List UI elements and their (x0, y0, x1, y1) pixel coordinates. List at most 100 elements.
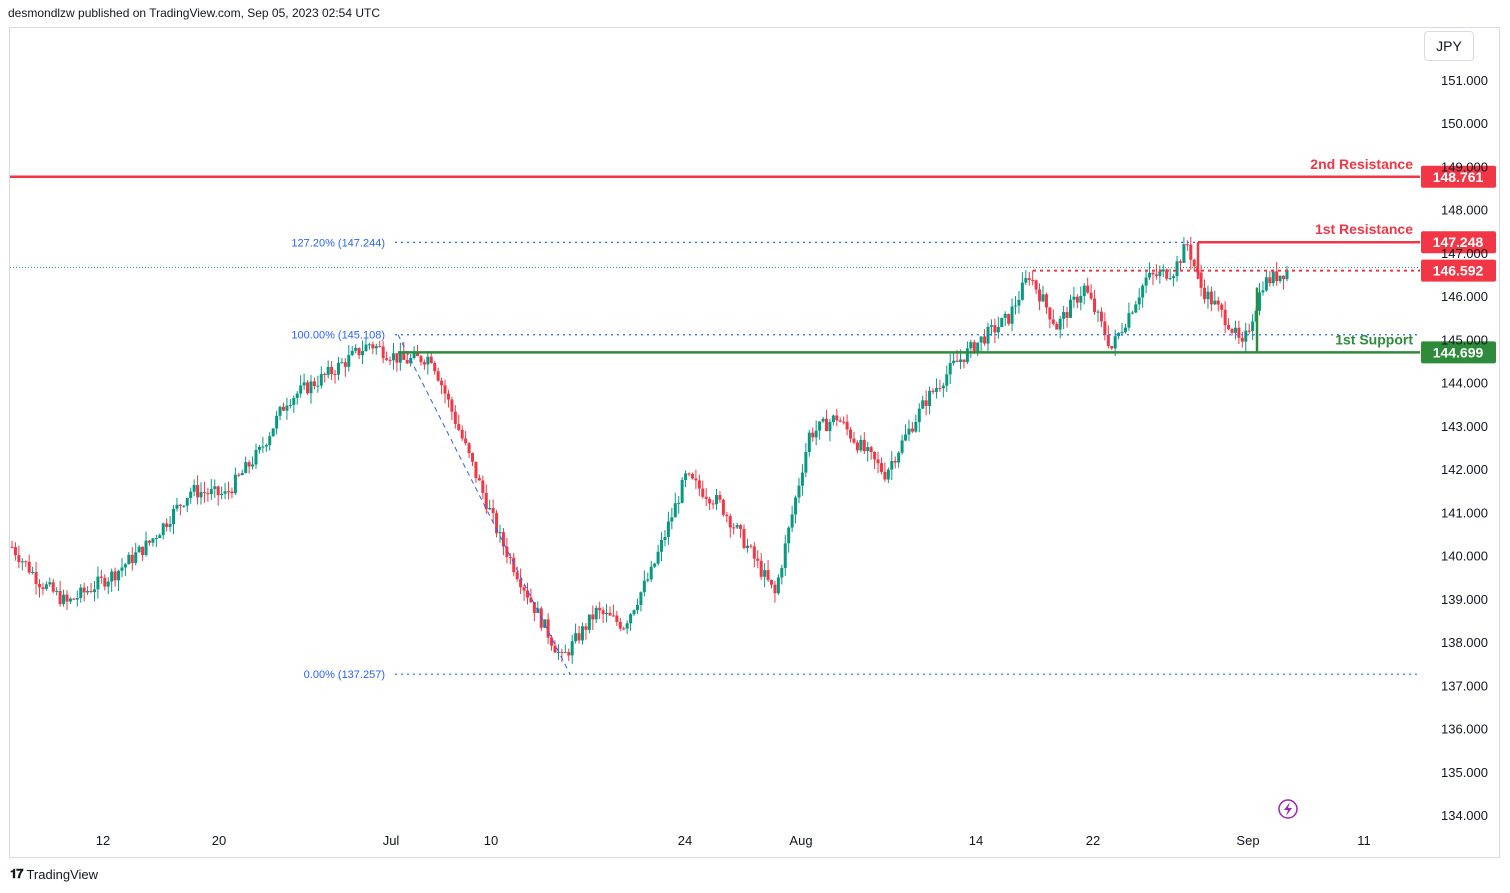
currency-selector[interactable]: JPY (1424, 31, 1474, 61)
candle-body (24, 561, 28, 563)
candle-body (446, 393, 450, 400)
candle-body (354, 347, 358, 351)
candle-body (794, 497, 798, 515)
candle-body (1264, 277, 1268, 291)
candle-body (804, 451, 808, 473)
candle-body (828, 422, 832, 432)
candle-body (1282, 275, 1286, 280)
candle-body (158, 535, 162, 539)
candle-body (484, 492, 488, 510)
candle-body (1065, 312, 1069, 318)
candle-body (257, 446, 261, 450)
candle-body (141, 546, 145, 555)
candle-body (1099, 311, 1103, 322)
candle-body (529, 597, 533, 603)
candle-body (44, 584, 48, 589)
candle-body (364, 344, 368, 352)
candle-body (1223, 309, 1227, 326)
candle-body (842, 421, 846, 423)
price-tick-label: 137.000 (1441, 678, 1488, 693)
candle-body (199, 492, 203, 498)
candle-body (550, 637, 554, 646)
candle-body (1072, 296, 1076, 300)
candle-body (670, 517, 674, 522)
support-resistance-levels: 2nd Resistance 148.761 1st Resistance 147.2… (10, 156, 1496, 364)
candle-body (268, 436, 272, 446)
candle-body (921, 400, 925, 409)
candle-body (543, 619, 547, 628)
candle-body (340, 362, 344, 364)
candle-body (660, 539, 664, 552)
candle-body (732, 527, 736, 529)
candle-body (1134, 304, 1138, 313)
candle-body (635, 604, 639, 611)
candle-body (893, 460, 897, 463)
candle-body (711, 503, 715, 505)
level-name-label: 1st Support (1335, 331, 1413, 347)
candle-body (1062, 312, 1066, 319)
candle-body (941, 385, 945, 389)
candle-body (1020, 282, 1024, 300)
candle-body (1003, 313, 1007, 318)
candle-body (1093, 298, 1097, 312)
candle-body (580, 626, 584, 641)
candle-body (1123, 327, 1127, 333)
candle-body (910, 428, 914, 432)
candle-body (718, 495, 722, 500)
price-tag (1421, 341, 1496, 364)
candle-body (110, 571, 114, 582)
price-tick-label: 146.000 (1441, 289, 1488, 304)
candle-body (663, 537, 667, 540)
candle-body (1172, 276, 1176, 279)
candle-body (474, 461, 478, 479)
candle-body (505, 546, 509, 558)
candle-body (1244, 330, 1248, 342)
tradingview-brand[interactable]: 𝟏𝟕 TradingView (10, 866, 98, 882)
candle-body (598, 607, 602, 611)
candle-body (51, 582, 55, 592)
candle-body (385, 358, 389, 360)
candle-body (656, 551, 660, 564)
candle-body (491, 508, 495, 514)
candle-body (168, 524, 172, 527)
candle-body (41, 587, 45, 589)
candle-body (165, 523, 169, 527)
candle-body (1168, 278, 1172, 280)
candle-body (1220, 304, 1224, 310)
time-tick-label: Aug (789, 833, 812, 848)
candle-body (1216, 300, 1220, 305)
candle-body (615, 615, 619, 622)
time-tick-label: 12 (96, 833, 110, 848)
price-tick-label: 149.000 (1441, 159, 1488, 174)
candle-body (233, 474, 237, 494)
price-tick-label: 147.000 (1441, 246, 1488, 261)
candle-body (1058, 318, 1062, 330)
level-name-label: 1st Resistance (1315, 221, 1413, 237)
candle-body (993, 325, 997, 333)
candle-body (357, 347, 361, 356)
candle-body (560, 651, 564, 653)
candle-body (429, 356, 433, 363)
candle-body (240, 473, 244, 476)
candle-body (883, 471, 887, 480)
candle-body (821, 418, 825, 422)
candle-body (17, 555, 21, 562)
candle-body (481, 480, 485, 493)
candle-body (31, 571, 35, 573)
candle-body (460, 429, 464, 439)
candle-body (402, 351, 406, 360)
candle-body (1237, 327, 1241, 338)
candle-body (1285, 269, 1289, 280)
candle-body (75, 597, 79, 600)
candle-body (79, 587, 83, 598)
time-tick-label: 20 (212, 833, 226, 848)
candle-body (1031, 279, 1035, 281)
candle-body (938, 388, 942, 390)
candle-body (55, 590, 59, 592)
price-tick-label: 136.000 (1441, 722, 1488, 737)
candle-body (1096, 311, 1100, 313)
fib-trend-line (397, 334, 571, 675)
price-tick-label: 139.000 (1441, 592, 1488, 607)
candle-body (388, 359, 392, 361)
